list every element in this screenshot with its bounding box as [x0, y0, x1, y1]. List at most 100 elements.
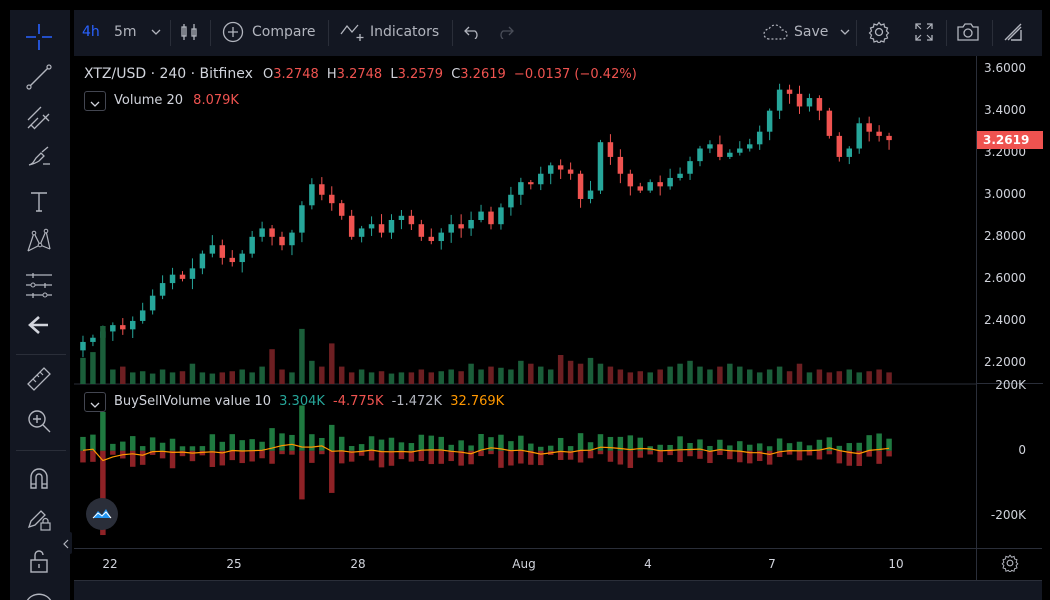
sell-volume-bar: [766, 450, 773, 465]
time-tick-label: 25: [226, 557, 242, 571]
publish-icon: [1002, 21, 1024, 43]
sell-volume-bar: [796, 450, 803, 461]
sell-volume-bar: [110, 450, 116, 455]
eye-tool[interactable]: [24, 586, 54, 600]
volume-bar: [836, 371, 843, 384]
publish-button[interactable]: [1002, 10, 1024, 54]
chart-type-button[interactable]: [180, 10, 198, 54]
volume-bar: [667, 366, 673, 384]
arrow-left-icon: [28, 315, 50, 339]
price-axis[interactable]: 3.6000 3.4000 3.2000 3.0000 2.8000 2.6000 2.40…: [976, 56, 1043, 548]
volume-bar: [100, 326, 106, 384]
volume-bar: [80, 357, 86, 384]
brush-tool[interactable]: [24, 144, 54, 174]
indicators-button[interactable]: Indicators: [340, 10, 439, 54]
buy-volume-bar: [319, 437, 325, 451]
trend-line-tool[interactable]: [24, 64, 54, 94]
buy-volume-bar: [677, 436, 683, 451]
buy-volume-bar: [368, 436, 375, 451]
sell-volume-bar: [677, 450, 683, 463]
candle-body: [279, 236, 285, 246]
chart-pane[interactable]: XTZ/USD · 240 · Bitfinex O3.2748 H3.2748…: [60, 56, 976, 554]
sell-volume-bar: [388, 450, 395, 466]
sell-volume-bar: [816, 450, 823, 460]
fullscreen-button[interactable]: [914, 10, 934, 54]
magnet-tool[interactable]: [24, 466, 54, 496]
volume-bar: [189, 363, 196, 384]
settings-button[interactable]: [868, 10, 890, 54]
interval-5m-button[interactable]: 5m: [114, 10, 161, 54]
interval-5m-label: 5m: [114, 24, 137, 40]
redo-button[interactable]: [496, 10, 514, 54]
sell-volume-bar: [279, 450, 285, 455]
candle-body: [149, 295, 156, 311]
volume-bar: [408, 372, 415, 384]
bsv-toggle-button[interactable]: [84, 392, 106, 412]
time-tick-label: 10: [888, 557, 904, 571]
bsv-name: BuySellVolume value 10: [114, 394, 271, 409]
sell-volume-bar: [458, 450, 464, 466]
volume-toggle-button[interactable]: [84, 91, 106, 111]
buy-volume-bar: [139, 446, 146, 451]
back-button[interactable]: [24, 312, 54, 342]
eye-icon: [26, 591, 52, 600]
indicator-tick-label: 200K: [995, 378, 1026, 392]
save-button[interactable]: Save: [762, 10, 850, 54]
candle-body: [498, 207, 504, 225]
candle-body: [378, 224, 385, 233]
volume-bar: [329, 343, 335, 384]
candle-body: [577, 173, 584, 199]
candles-icon: [180, 22, 198, 42]
high-value: 3.2748: [336, 67, 383, 82]
undo-button[interactable]: [464, 10, 482, 54]
candle-body: [766, 110, 773, 132]
candle-body: [398, 215, 405, 220]
volume-bar: [169, 372, 176, 384]
current-price-tag: 3.2619: [977, 130, 1043, 149]
crosshair-tool[interactable]: [24, 24, 54, 54]
sell-volume-bar: [348, 450, 355, 462]
volume-bar: [90, 352, 96, 384]
interval-4h-label: 4h: [82, 24, 100, 40]
buy-volume-bar: [299, 405, 305, 451]
volume-bar: [279, 369, 285, 384]
chevron-left-icon: [63, 534, 69, 553]
unlock-tool[interactable]: [24, 548, 54, 578]
volume-bar: [557, 355, 564, 384]
pitchfork-tool[interactable]: [24, 104, 54, 134]
sell-volume-bar: [806, 450, 813, 456]
buy-volume-bar: [309, 434, 315, 451]
sell-volume-bar: [518, 450, 524, 464]
buy-volume-bar: [428, 435, 435, 451]
snapshot-button[interactable]: [956, 10, 980, 54]
candle-body: [239, 253, 245, 263]
brand-logo[interactable]: [86, 498, 118, 530]
zoom-tool[interactable]: [24, 408, 54, 438]
interval-4h-button[interactable]: 4h: [82, 10, 100, 54]
buy-volume-bar: [159, 442, 166, 451]
buy-volume-bar: [199, 446, 206, 451]
text-tool[interactable]: [24, 188, 54, 218]
measure-tool[interactable]: [24, 366, 54, 396]
pattern-tool[interactable]: [24, 228, 54, 258]
axis-settings-button[interactable]: [976, 548, 1042, 580]
time-axis[interactable]: 22 25 28 Aug 4 7 10: [74, 548, 976, 580]
open-label: O: [263, 67, 274, 82]
high-label: H: [326, 67, 337, 82]
collapse-toolbar-button[interactable]: [60, 532, 72, 554]
buy-volume-bar: [329, 424, 335, 451]
volume-bar: [388, 373, 395, 384]
volume-bar: [199, 372, 206, 384]
lock-drawings-tool[interactable]: [24, 506, 54, 536]
buy-volume-bar: [697, 439, 703, 451]
volume-bar: [637, 371, 644, 384]
buy-volume-bar: [518, 435, 524, 451]
unlock-icon: [27, 548, 51, 578]
volume-bar: [428, 372, 435, 384]
compare-button[interactable]: Compare: [222, 10, 316, 54]
sell-volume-bar: [776, 450, 783, 458]
prediction-tool[interactable]: [24, 272, 54, 302]
sell-volume-bar: [856, 450, 862, 466]
volume-bar: [249, 372, 255, 384]
buy-volume-bar: [577, 433, 584, 451]
